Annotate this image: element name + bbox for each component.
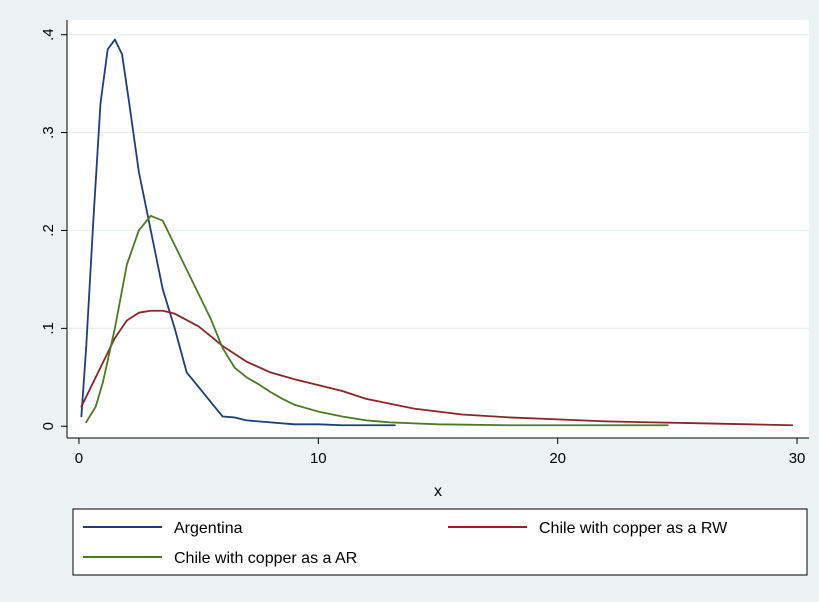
y-tick-label: .2 xyxy=(40,224,57,237)
y-tick-label: .1 xyxy=(40,322,57,335)
series-layer xyxy=(80,38,794,427)
legend-label-argentina: Argentina xyxy=(174,520,243,537)
grid-lines xyxy=(67,34,809,329)
legend-label-chile-ar: Chile with copper as a AR xyxy=(174,550,357,567)
x-tick-label: 30 xyxy=(789,450,806,467)
legend-label-chile-rw: Chile with copper as a RW xyxy=(539,520,728,537)
series-line-1 xyxy=(80,309,794,427)
y-tick-label: .4 xyxy=(40,28,57,41)
x-tick-label: 20 xyxy=(549,450,566,467)
y-tick-label: 0 xyxy=(40,422,57,430)
y-ticks: 0 .1 .2 .3 .4 xyxy=(40,28,67,430)
x-axis-title: x xyxy=(434,483,442,500)
legend-box xyxy=(72,508,808,576)
x-ticks: 0 10 20 30 xyxy=(75,438,806,467)
x-tick-label: 10 xyxy=(310,450,327,467)
y-tick-label: .3 xyxy=(40,126,57,139)
plot-area xyxy=(67,20,809,438)
series-line-0 xyxy=(80,38,396,427)
series-line-2 xyxy=(85,214,669,427)
x-tick-label: 0 xyxy=(75,450,83,467)
